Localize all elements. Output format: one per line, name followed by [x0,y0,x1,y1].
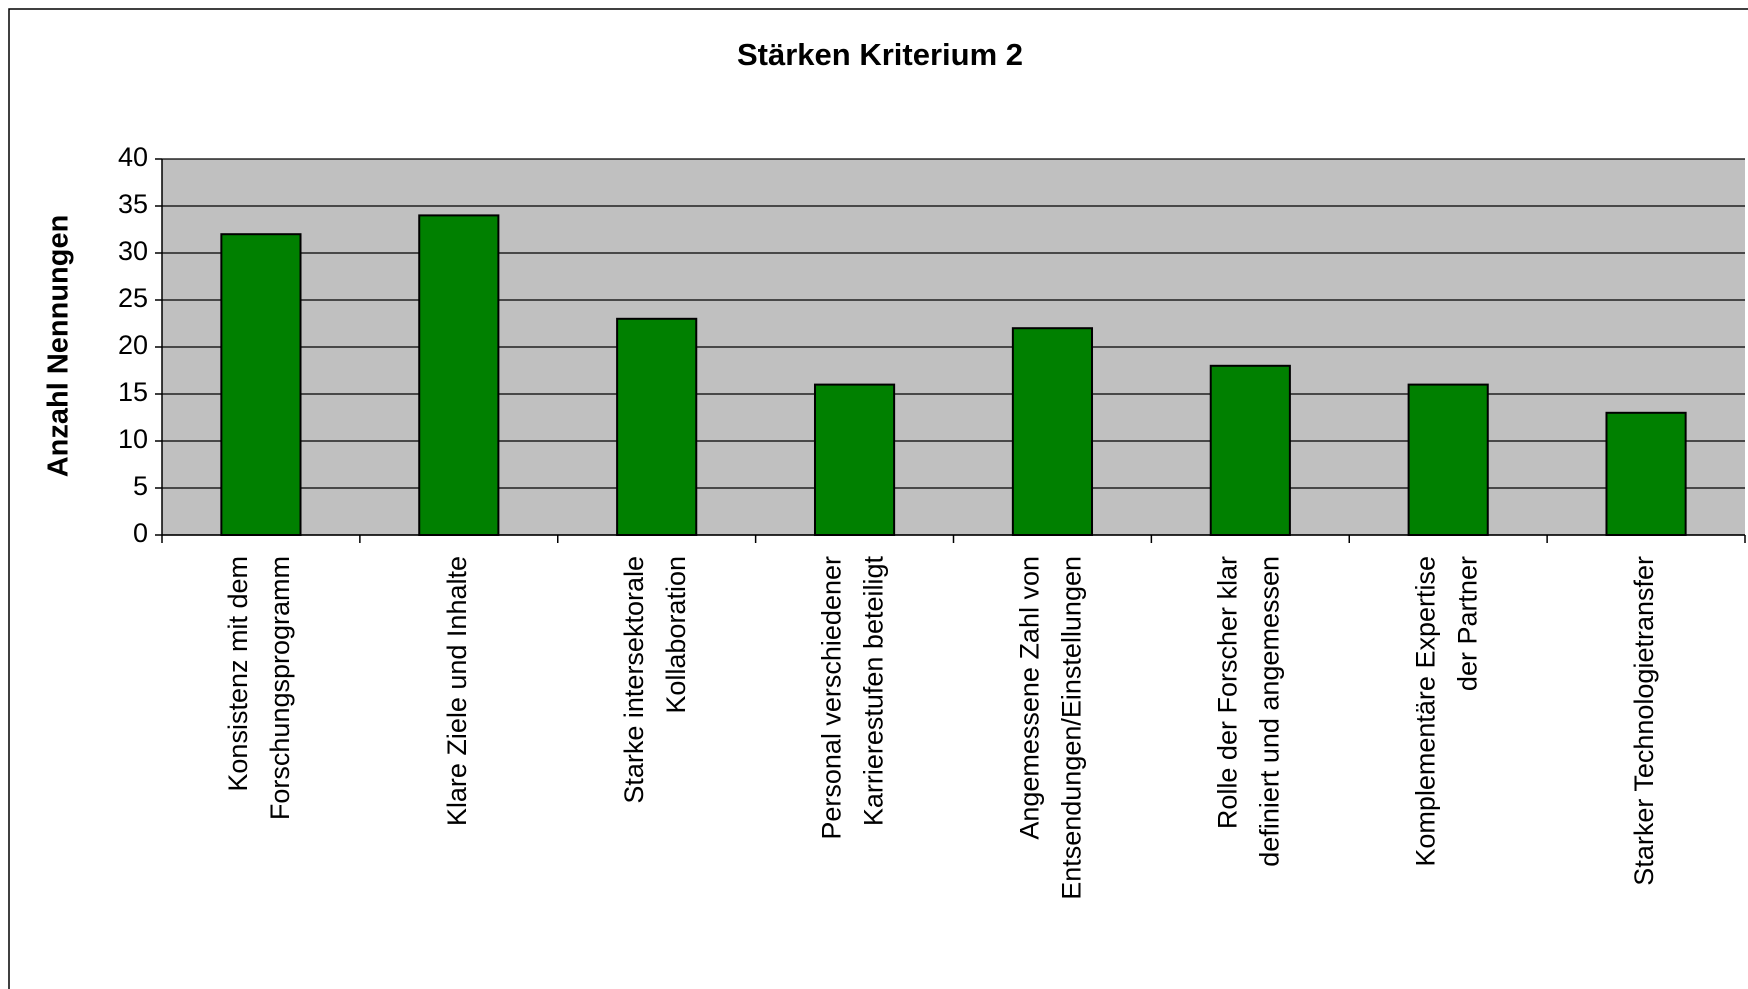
bar [1209,364,1291,536]
x-tick-label: Rolle der Forscher klar [1212,556,1242,829]
y-axis-label: Anzahl Nennungen [43,215,75,478]
x-tick-label: Kollaboration [661,556,691,714]
bar [616,317,698,536]
y-tick-label: 10 [118,424,148,454]
y-tick-label: 25 [118,283,148,313]
y-tick-label: 5 [133,471,148,501]
x-tick-label: Entsendungen/Einstellungen [1057,556,1087,900]
x-tick-label: Klare Ziele und Inhalte [442,556,472,826]
x-tick-label: Komplementäre Expertise [1410,556,1440,867]
y-tick-label: 15 [118,377,148,407]
x-tick-label: Starker Technologietransfer [1629,556,1659,886]
x-tick-label-group: Starke intersektorale Kollaboration [619,556,691,804]
y-tick-label: 20 [118,330,148,360]
x-tick-label: Starke intersektorale [619,556,649,804]
x-tick-label: Konsistenz mit dem [223,556,253,792]
x-tick-label: der Partner [1452,556,1482,691]
bar [418,214,500,536]
x-tick-label: Personal verschiedener [817,556,847,840]
x-tick-label: definiert und angemessen [1254,556,1284,867]
bar [1011,327,1094,537]
x-tick-label-group: Starker Technologietransfer [1629,556,1659,886]
y-tick-label: 40 [118,142,148,172]
y-tick-label: 0 [133,518,148,548]
x-tick-label-group: Personal verschiedener Karrierestufen bet… [817,556,889,840]
bar [813,383,896,536]
x-tick-label: Forschungsprogramm [265,556,295,820]
x-tick-label: Angemessene Zahl von [1015,556,1045,840]
x-tick-label-group: Konsistenz mit dem Forschungsprogramm [223,556,295,820]
bar [1407,383,1489,536]
x-tick-label-group: Klare Ziele und Inhalte [442,556,472,826]
x-tick-label: Karrierestufen beteiligt [859,556,889,827]
y-tick-label: 35 [118,189,148,219]
bar [220,233,302,536]
y-tick-label: 30 [118,236,148,266]
chart-title: Stärken Kriterium 2 [737,37,1023,72]
x-tick-label-group: Rolle der Forscher klar definiert und ang… [1212,556,1284,867]
x-tick-label-group: Angemessene Zahl von Entsendungen/Einstel… [1015,556,1087,900]
x-tick-label-group: Komplementäre Expertise der Partner [1410,556,1482,867]
bar [1605,411,1687,536]
